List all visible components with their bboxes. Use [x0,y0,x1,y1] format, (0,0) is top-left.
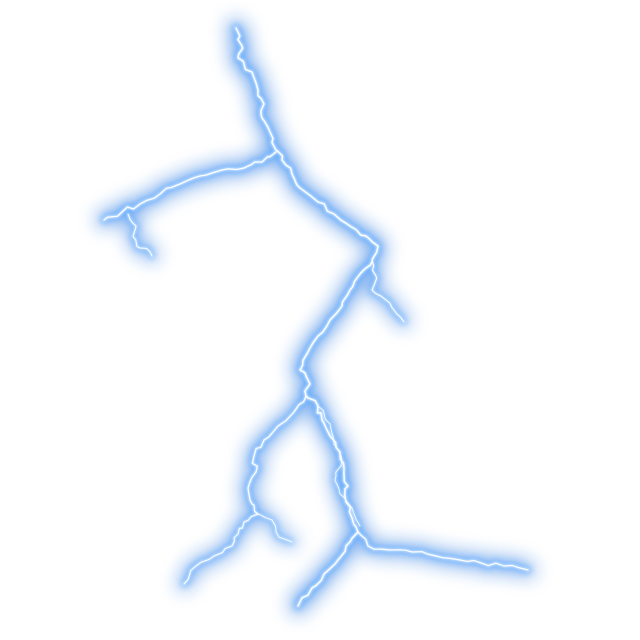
bolt-left-arm-drop-core [127,213,153,257]
bolt-mid-left-branch-core [247,395,307,515]
bolt-core [103,27,529,607]
bolt-trunk-inner-strand-core [317,405,361,527]
bolt-lower-left-hook-core [257,513,293,543]
bolt-main-trunk-core [235,27,379,607]
bolt-left-arm-core [103,151,277,221]
bolt-lower-left-fork-core [183,513,259,585]
bolt-right-tail-core [357,531,529,571]
bolt-right-spur-core [371,259,405,323]
